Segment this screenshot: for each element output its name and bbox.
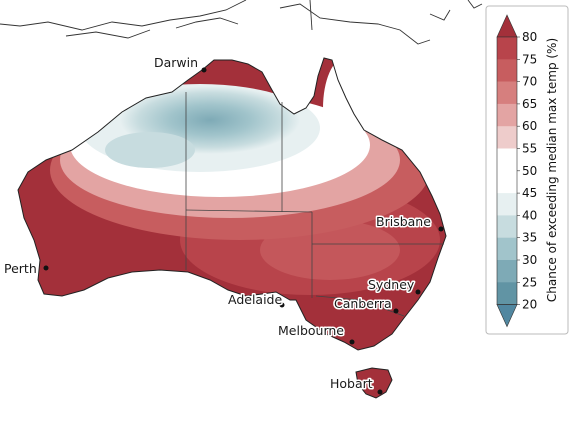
city-marker-hobart: [377, 389, 383, 395]
city-label-adelaide: Adelaide: [228, 292, 282, 307]
city-marker-perth: [43, 265, 49, 271]
city-marker-adelaide: [279, 302, 285, 308]
colorbar-tick-label: 25: [522, 275, 537, 289]
city-label-perth: Perth: [4, 261, 37, 276]
city-marker-darwin: [201, 67, 207, 73]
colorbar-swatch-40-45: [497, 193, 517, 216]
colorbar-tick-label: 50: [522, 164, 537, 178]
state-borders: [185, 92, 444, 317]
city-markers: [43, 67, 444, 395]
city-labels: Darwin Perth Adelaide Melbourne Canberra…: [3, 54, 433, 393]
colorbar-swatch-25-30: [497, 260, 517, 283]
mainland-coastline: [17, 57, 447, 351]
city-marker-canberra: [393, 308, 399, 314]
colorbar-tick-label: 45: [522, 186, 537, 200]
city-label-darwin: Darwin: [154, 55, 198, 70]
colorbar-legend: 80 75 70 65 60 55 50 45 40 35 30 25 20 Chance of exc…: [485, 5, 569, 335]
colorbar-swatch-70-75: [497, 59, 517, 82]
colorbar-tick-label: 20: [522, 298, 537, 312]
colorbar-swatch-65-70: [497, 81, 517, 105]
neighbour-coastlines: [0, 0, 483, 45]
colorbar-swatch-20-25: [497, 282, 517, 305]
mainland-fill: [18, 58, 446, 350]
colorbar-swatch-60-65: [497, 103, 517, 127]
colorbar-tick-label: 30: [522, 253, 537, 267]
colorbar-swatch-30-35: [497, 237, 517, 261]
city-label-canberra: Canberra: [334, 296, 392, 311]
colorbar-tick-label: 40: [522, 208, 537, 222]
city-marker-brisbane: [438, 226, 444, 232]
colorbar-swatch-45-50: [497, 170, 517, 194]
colorbar-swatch-50-55: [497, 148, 517, 172]
colorbar-tick-label: 65: [522, 97, 537, 111]
colorbar-tick-label: 70: [522, 75, 537, 89]
city-label-melbourne: Melbourne: [278, 323, 344, 338]
city-label-brisbane: Brisbane: [376, 214, 431, 229]
city-label-sydney: Sydney: [368, 277, 415, 292]
colorbar-ticks: 80 75 70 65 60 55 50 45 40 35 30 25 20: [517, 30, 537, 312]
city-label-hobart: Hobart: [330, 376, 373, 391]
city-marker-melbourne: [349, 339, 355, 345]
colorbar-swatch-35-40: [497, 215, 517, 238]
colorbar-swatch-55-60: [497, 126, 517, 149]
colorbar-swatches: [496, 14, 518, 328]
colorbar-tick-label: 60: [522, 119, 537, 133]
colorbar-tick-label: 75: [522, 52, 537, 66]
tasmania: [355, 367, 393, 399]
colorbar-swatch-75-80: [497, 37, 517, 60]
colorbar-tick-label: 35: [522, 231, 537, 245]
colorbar-tick-label: 55: [522, 142, 537, 156]
colorbar-tick-label: 80: [522, 30, 537, 44]
city-marker-sydney: [415, 289, 421, 295]
colorbar-title: Chance of exceeding median max temp (%): [545, 38, 559, 302]
